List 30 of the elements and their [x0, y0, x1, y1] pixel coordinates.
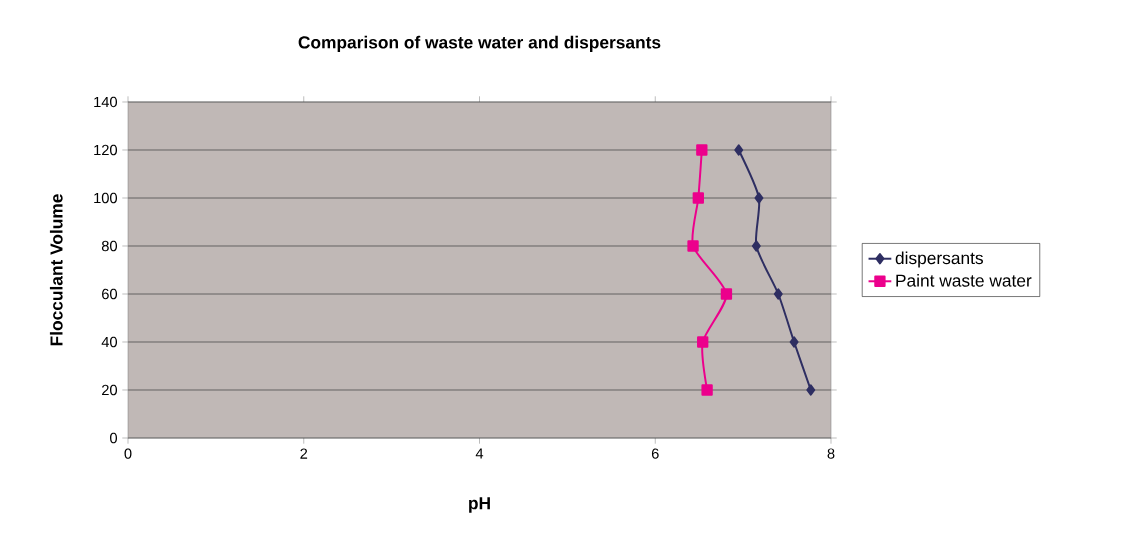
y-tick-label: 80 [101, 240, 118, 252]
x-tick-label: 4 [475, 448, 484, 459]
y-tick-label: 120 [94, 144, 118, 156]
y-axis-title: Flocculant Volume [49, 194, 63, 346]
point [692, 192, 704, 204]
point [754, 192, 764, 204]
x-axis-title: pH [469, 497, 490, 513]
point [701, 384, 713, 396]
y-tick-label: 100 [94, 192, 118, 204]
point [789, 336, 799, 348]
point [720, 288, 733, 300]
chart-title: Comparison of waste water and dispersants [298, 35, 661, 52]
legend-label: Paint waste water [896, 273, 1032, 287]
point [751, 240, 761, 252]
x-tick-label: 2 [300, 448, 308, 459]
point [696, 144, 708, 156]
point [806, 384, 816, 396]
legend-label: dispersants [895, 251, 983, 268]
point [734, 144, 744, 156]
y-tick-label: 0 [110, 432, 118, 444]
y-tick-label: 20 [102, 384, 118, 396]
x-tick-label: 6 [651, 448, 659, 459]
y-tick-label: 140 [94, 96, 118, 108]
point [773, 288, 783, 300]
y-tick-label: 60 [102, 288, 118, 300]
y-tick-label: 40 [101, 336, 118, 348]
point [697, 336, 709, 348]
x-tick-label: 0 [124, 448, 132, 459]
x-tick-label: 8 [827, 448, 835, 459]
point [687, 240, 699, 252]
